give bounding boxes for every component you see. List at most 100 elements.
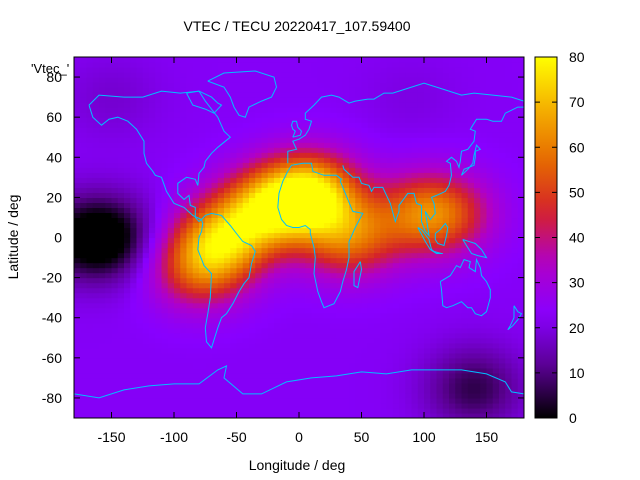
heatmap-cell xyxy=(86,172,94,178)
heatmap-cell xyxy=(99,387,106,394)
heatmap-cell xyxy=(330,127,338,133)
heatmap-cell xyxy=(480,372,488,379)
heatmap-cell xyxy=(99,112,106,118)
heatmap-cell xyxy=(224,117,231,123)
heatmap-cell xyxy=(236,82,244,88)
heatmap-cell xyxy=(436,327,444,334)
heatmap-cell xyxy=(374,342,381,349)
heatmap-cell xyxy=(386,292,394,299)
heatmap-cell xyxy=(499,167,506,173)
heatmap-cell xyxy=(280,232,288,239)
heatmap-cell xyxy=(111,302,119,309)
heatmap-cell xyxy=(130,212,138,219)
heatmap-cell xyxy=(430,222,438,229)
heatmap-cell xyxy=(399,157,406,163)
heatmap-cell xyxy=(111,77,119,83)
heatmap-cell xyxy=(130,87,138,93)
heatmap-cell xyxy=(355,347,363,354)
heatmap-cell xyxy=(242,327,250,334)
heatmap-cell xyxy=(180,67,188,73)
heatmap-cell xyxy=(192,62,200,68)
heatmap-cell xyxy=(86,292,94,299)
heatmap-cell xyxy=(74,292,81,299)
heatmap-cell xyxy=(117,342,125,349)
heatmap-cell xyxy=(292,57,300,63)
heatmap-cell xyxy=(74,317,81,324)
heatmap-cell xyxy=(436,352,444,359)
heatmap-cell xyxy=(92,302,100,309)
heatmap-cell xyxy=(336,217,344,224)
heatmap-cell xyxy=(311,407,319,414)
chart-title: VTEC / TECU 20220417_107.59400 xyxy=(183,18,410,34)
heatmap-cell xyxy=(386,57,394,63)
heatmap-cell xyxy=(367,352,375,359)
heatmap-cell xyxy=(217,387,225,394)
heatmap-cell xyxy=(367,252,375,259)
heatmap-cell xyxy=(374,337,381,344)
heatmap-cell xyxy=(317,72,325,78)
heatmap-cell xyxy=(492,232,500,239)
heatmap-cell xyxy=(242,92,250,98)
heatmap-cell xyxy=(430,167,438,173)
heatmap-cell xyxy=(236,392,244,399)
heatmap-cell xyxy=(99,152,106,158)
heatmap-cell xyxy=(149,147,156,153)
heatmap-cell xyxy=(449,97,456,103)
heatmap-cell xyxy=(474,202,481,209)
heatmap-cell xyxy=(80,202,88,209)
heatmap-cell xyxy=(311,297,319,304)
heatmap-cell xyxy=(380,332,388,339)
heatmap-cell xyxy=(274,247,281,254)
heatmap-cell xyxy=(161,257,169,264)
heatmap-cell xyxy=(486,377,494,384)
heatmap-cell xyxy=(230,177,238,183)
heatmap-cell xyxy=(149,312,156,319)
heatmap-cell xyxy=(367,242,375,249)
heatmap-cell xyxy=(286,272,294,279)
heatmap-cell xyxy=(492,77,500,83)
heatmap-cell xyxy=(136,372,144,379)
heatmap-cell xyxy=(249,332,256,339)
heatmap-cell xyxy=(399,317,406,324)
heatmap-cell xyxy=(361,237,369,244)
heatmap-cell xyxy=(274,252,281,259)
heatmap-cell xyxy=(349,282,356,289)
heatmap-cell xyxy=(292,332,300,339)
heatmap-cell xyxy=(167,147,175,153)
heatmap-cell xyxy=(330,87,338,93)
heatmap-cell xyxy=(199,227,206,234)
heatmap-cell xyxy=(130,297,138,304)
heatmap-cell xyxy=(355,262,363,269)
heatmap-cell xyxy=(130,332,138,339)
heatmap-cell xyxy=(155,177,163,183)
heatmap-cell xyxy=(224,112,231,118)
heatmap-cell xyxy=(205,337,213,344)
heatmap-cell xyxy=(230,372,238,379)
heatmap-cell xyxy=(167,362,175,369)
heatmap-cell xyxy=(117,172,125,178)
heatmap-cell xyxy=(499,277,506,284)
heatmap-cell xyxy=(217,297,225,304)
heatmap-cell xyxy=(374,302,381,309)
heatmap-cell xyxy=(236,132,244,138)
heatmap-cell xyxy=(249,282,256,289)
heatmap-cell xyxy=(86,82,94,88)
heatmap-cell xyxy=(274,92,281,98)
heatmap-cell xyxy=(305,402,313,409)
heatmap-cell xyxy=(117,227,125,234)
heatmap-cell xyxy=(486,102,494,108)
heatmap-cell xyxy=(461,407,469,414)
heatmap-cell xyxy=(305,212,313,219)
heatmap-cell xyxy=(280,97,288,103)
heatmap-cell xyxy=(442,262,450,269)
heatmap-cell xyxy=(330,292,338,299)
heatmap-cell xyxy=(224,92,231,98)
heatmap-cell xyxy=(349,147,356,153)
heatmap-cell xyxy=(186,362,194,369)
heatmap-cell xyxy=(349,72,356,78)
heatmap-cell xyxy=(230,397,238,404)
heatmap-cell xyxy=(155,272,163,279)
heatmap-cell xyxy=(117,347,125,354)
heatmap-cell xyxy=(492,242,500,249)
heatmap-cell xyxy=(274,177,281,183)
